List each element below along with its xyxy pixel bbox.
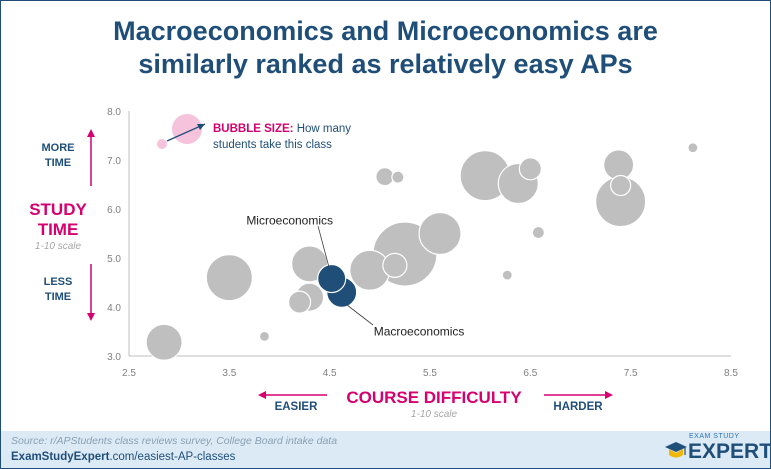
title-line-1: Macroeconomics and Microeconomics are (113, 16, 658, 46)
x-tick-label: 3.5 (222, 368, 236, 379)
y-tick-label: 5.0 (107, 254, 121, 265)
chart-title: Macroeconomics and Microeconomics are si… (1, 15, 770, 81)
harder-arrow-head (605, 391, 613, 399)
y-tick-label: 3.0 (107, 352, 121, 363)
bubble (258, 330, 271, 342)
bubble (501, 269, 513, 281)
y-tick-label: 4.0 (107, 303, 121, 314)
graduation-cap-icon (665, 442, 687, 458)
logo-small-text: EXAM STUDY (689, 433, 740, 440)
y-scale-note: 1-10 scale (35, 241, 82, 252)
x-tick-label: 2.5 (122, 368, 136, 379)
x-scale-note: 1-10 scale (411, 409, 458, 420)
legend-rest-1: How many (294, 123, 352, 135)
microeconomics-label: Microeconomics (246, 214, 333, 228)
study-time-line-1: STUDY (29, 200, 87, 219)
url-rest: .com/easiest-AP-classes (109, 451, 236, 463)
harder-label: HARDER (553, 401, 603, 413)
x-tick-label: 6.5 (523, 368, 537, 379)
axis-ticks: 2.5 3.5 4.5 5.5 6.5 7.5 8.5 3.0 4.0 5.0 6.0 7.0 8.0 (107, 107, 738, 379)
y-tick-label: 6.0 (107, 205, 121, 216)
title-line-2: similarly ranked as relatively easy APs (138, 49, 633, 79)
x-tick-label: 4.5 (323, 368, 337, 379)
legend-arrow-head (197, 124, 205, 130)
bubble (531, 225, 545, 240)
logo-big-text: EXPERT (688, 440, 771, 463)
bubbles: Microeconomics Macroeconomics (145, 142, 699, 361)
brand-logo: EXAM STUDY EXPERT (664, 433, 770, 466)
x-axis-title: COURSE DIFFICULTY (346, 388, 522, 407)
less-time-line-1: LESS (44, 276, 73, 288)
legend-bold: BUBBLE SIZE: (213, 123, 294, 135)
easier-label: EASIER (275, 401, 319, 413)
url-bold: ExamStudyExpert (11, 451, 110, 463)
less-time-line-2: TIME (45, 291, 71, 303)
bubble (375, 167, 395, 187)
bubble (205, 254, 253, 302)
source-note: Source: r/APStudents class reviews surve… (11, 435, 338, 447)
micro-leader-line (317, 225, 331, 272)
legend-bubble-large (172, 114, 202, 144)
legend-text-line-1: BUBBLE SIZE: How many (213, 123, 351, 135)
x-tick-label: 8.5 (724, 368, 738, 379)
bubble (287, 290, 312, 314)
legend-bubble-small (157, 139, 167, 149)
more-time-line-1: MORE (42, 142, 75, 154)
bubble-microeconomics (317, 263, 347, 294)
bubble (687, 142, 699, 154)
bubble (610, 174, 632, 197)
x-tick-label: 7.5 (624, 368, 638, 379)
easier-arrow-head (258, 391, 266, 399)
bubble (382, 252, 408, 278)
macroeconomics-label: Macroeconomics (374, 324, 465, 338)
bubble (518, 157, 542, 181)
bubble-chart: 2.5 3.5 4.5 5.5 6.5 7.5 8.53.04.05.06.07.08.0 … (29, 107, 738, 420)
study-time-line-2: TIME (38, 220, 79, 239)
x-tick-label: 5.5 (423, 368, 437, 379)
bubble (145, 323, 183, 361)
less-time-arrow-head (87, 313, 95, 321)
more-time-arrow-head (87, 129, 95, 137)
legend-text-line-2: students take this class (213, 139, 332, 151)
footer: Source: r/APStudents class reviews surve… (1, 431, 770, 468)
source-link[interactable]: ExamStudyExpert.com/easiest-AP-classes (11, 451, 235, 463)
macro-leader-line (346, 304, 374, 326)
y-tick-label: 7.0 (107, 156, 121, 167)
y-tick-label: 8.0 (107, 107, 121, 118)
bubble (418, 211, 462, 256)
more-time-line-2: TIME (45, 157, 71, 169)
bubble (391, 170, 405, 184)
